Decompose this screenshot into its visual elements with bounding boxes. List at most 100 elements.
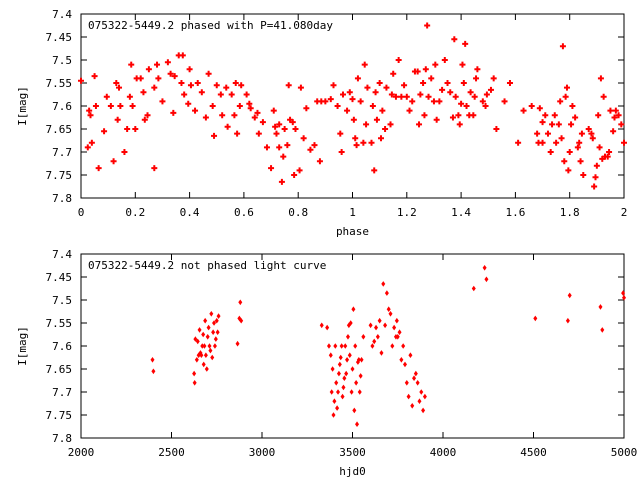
phased-data-point [217, 91, 224, 98]
unphased-data-point [352, 407, 357, 414]
phased-data-point [569, 103, 576, 109]
phased-data-point [129, 103, 136, 109]
phased-data-point [137, 75, 144, 82]
unphased-data-point [235, 340, 240, 347]
unphased-y-tick-label: 7.4 [52, 248, 72, 261]
phased-data-point [483, 91, 490, 98]
unphased-data-point [342, 375, 347, 381]
phased-data-point [339, 91, 346, 98]
phased-data-point [544, 130, 551, 137]
phased-data-point [330, 82, 337, 89]
phased-data-point [368, 139, 375, 146]
phased-data-point [371, 167, 378, 174]
phased-data-point [338, 149, 345, 155]
phased-data-point [287, 116, 294, 123]
phased-y-axis-ticks: 7.4 7.45 7.5 7.55 7.6 7.65 7.7 7.75 7.8 [46, 8, 624, 205]
phased-data-point [91, 73, 98, 80]
unphased-y-tick-label: 7.8 [52, 432, 72, 445]
phased-data-point [462, 40, 469, 47]
phased-data-point [441, 57, 448, 63]
phased-data-point [121, 149, 128, 155]
phased-data-point [357, 98, 364, 105]
phased-data-point [576, 139, 583, 146]
phased-data-point [376, 80, 383, 86]
unphased-data-point [402, 361, 407, 368]
phased-data-point [95, 165, 102, 172]
phased-data-point [600, 93, 607, 100]
phased-data-point [132, 126, 139, 132]
unphased-chart-title: 075322-5449.2 not phased light curve [88, 259, 326, 272]
unphased-x-tick-label: 4000 [430, 446, 457, 459]
phased-data-point [589, 135, 596, 142]
phased-data-point [276, 144, 283, 151]
phased-data-point [117, 103, 124, 109]
phased-data-point [145, 66, 152, 73]
phased-data-point [322, 98, 329, 105]
phased-data-point [297, 84, 304, 91]
phased-data-point [409, 98, 416, 105]
unphased-data-point [622, 294, 626, 301]
phased-data-point [352, 135, 359, 142]
unphased-data-point [339, 343, 344, 349]
unphased-data-point [379, 350, 384, 356]
unphased-data-point [211, 329, 216, 335]
phased-data-point [124, 126, 131, 132]
phased-data-point [344, 107, 351, 114]
phased-data-point [114, 116, 121, 123]
phased-data-point [565, 167, 572, 174]
phased-data-point [398, 93, 405, 100]
phased-data-point [592, 174, 599, 181]
phased-data-point [607, 107, 614, 114]
phased-data-point [103, 93, 110, 100]
phased-y-tick-label: 7.5 [52, 54, 72, 67]
unphased-data-points [150, 265, 626, 427]
unphased-data-point [336, 370, 341, 377]
unphased-data-point [349, 389, 354, 395]
phased-data-point [170, 109, 177, 116]
phased-x-tick-label: 1 [349, 206, 356, 219]
phased-data-point [588, 130, 595, 137]
unphased-y-tick-label: 7.6 [52, 340, 72, 353]
unphased-data-point [202, 343, 207, 349]
phased-data-point [528, 103, 535, 109]
phased-data-point [439, 86, 446, 93]
phased-data-point [470, 112, 477, 119]
unphased-data-point [356, 357, 361, 363]
phased-data-point [154, 61, 161, 68]
unphased-data-point [404, 380, 409, 386]
phased-data-point [219, 112, 226, 119]
unphased-data-point [392, 324, 397, 331]
phased-data-point [585, 126, 592, 132]
phased-data-point [296, 167, 303, 174]
unphased-data-point [386, 306, 391, 312]
phased-data-point [561, 158, 568, 165]
phased-data-point [243, 91, 250, 98]
unphased-data-point [484, 276, 489, 283]
unphased-data-point [325, 324, 330, 331]
phased-data-point [606, 149, 613, 155]
phased-data-point [414, 68, 421, 75]
phased-data-point [432, 61, 439, 68]
phased-data-point [303, 105, 310, 112]
phased-data-point [187, 82, 194, 89]
phased-y-tick-label: 7.75 [46, 169, 73, 182]
unphased-data-point [338, 354, 343, 361]
unphased-data-point [368, 322, 373, 329]
phased-data-point [558, 135, 565, 142]
phased-data-point [107, 103, 114, 109]
phased-data-point [263, 144, 270, 151]
phased-data-point [549, 121, 556, 128]
phased-data-point [390, 70, 397, 77]
phased-x-tick-label: 0.2 [125, 206, 145, 219]
phased-data-point [276, 121, 283, 128]
phased-x-tick-label: 1.8 [560, 206, 580, 219]
phased-data-point [247, 105, 254, 112]
phased-data-point [363, 121, 370, 128]
phased-data-point [459, 61, 466, 68]
phased-data-point [563, 84, 570, 91]
phased-data-point [536, 105, 543, 112]
phased-data-point [353, 142, 360, 149]
unphased-data-point [239, 317, 244, 324]
unphased-data-point [361, 334, 366, 340]
unphased-data-point [204, 366, 209, 372]
